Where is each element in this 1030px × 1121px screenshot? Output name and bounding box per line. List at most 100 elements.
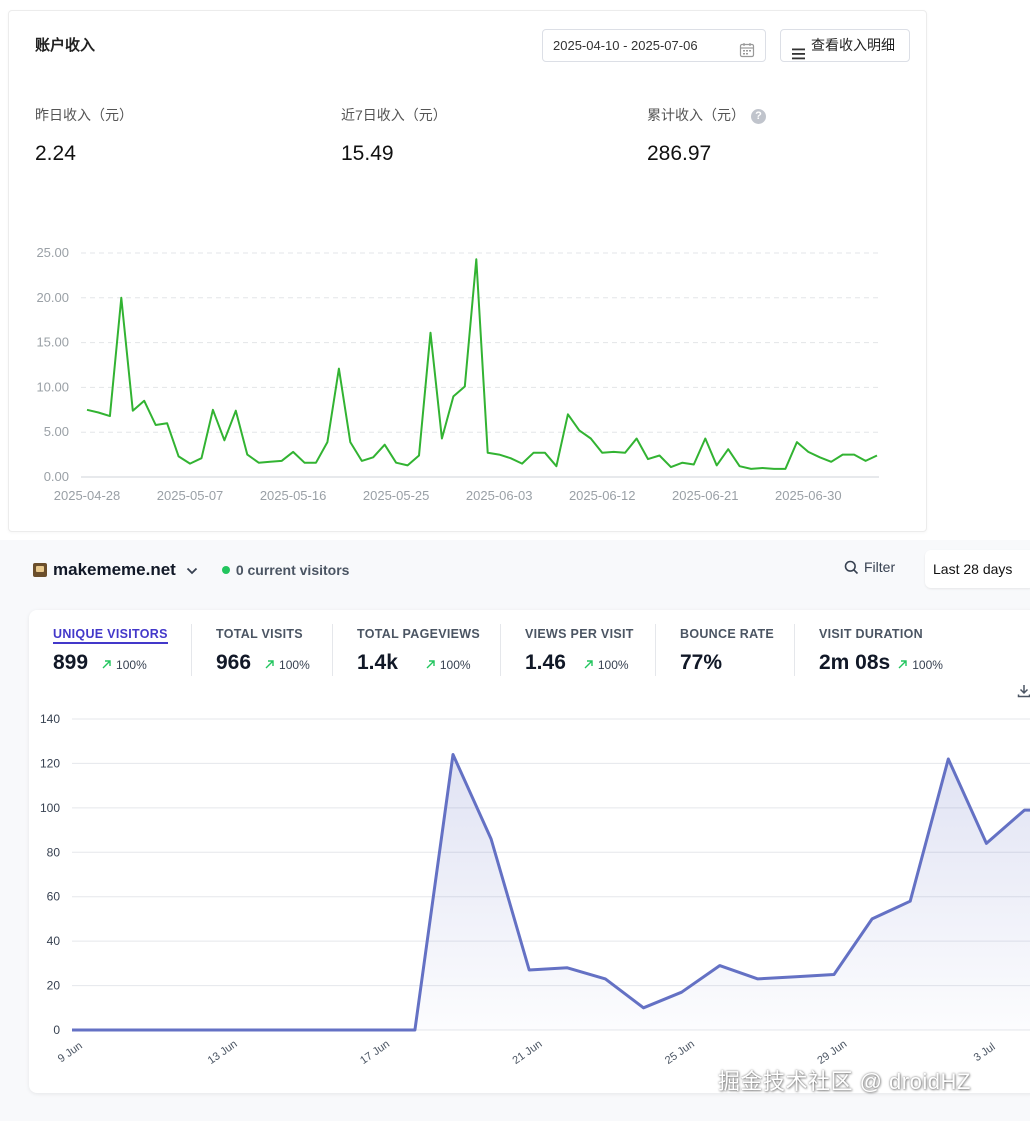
metric-value: 77%: [680, 651, 723, 674]
metric-change: 100%: [265, 658, 310, 672]
metric-unique-visitors[interactable]: UNIQUE VISITORS 899 100%: [53, 625, 168, 675]
metric-value: 966: [216, 651, 252, 674]
income-y-tick: 5.00: [44, 424, 69, 439]
visits-y-tick: 100: [40, 801, 60, 815]
visitors-area-chart: 0 20 40 60 80 100 120 140 9 Jun 13 Jun 17 Jun 21 Ju…: [40, 712, 1030, 1067]
visits-x-tick: 21 Jun: [511, 1038, 545, 1067]
stat-value: 15.49: [341, 142, 394, 165]
metric-total-pageviews[interactable]: TOTAL PAGEVIEWS 1.4k 100%: [357, 625, 480, 675]
income-x-tick: 2025-04-28: [54, 488, 121, 503]
stat-value: 2.24: [35, 142, 76, 165]
metric-divider: [332, 624, 333, 676]
income-x-tick: 2025-06-03: [466, 488, 533, 503]
visits-x-tick: 3 Jul: [972, 1041, 998, 1064]
income-x-tick: 2025-06-12: [569, 488, 636, 503]
metric-change-value: 100%: [439, 657, 471, 672]
metric-label: VISIT DURATION: [819, 627, 923, 641]
stat-label: 累计收入（元）?: [647, 105, 766, 125]
calendar-icon: [739, 38, 755, 69]
metric-label: TOTAL PAGEVIEWS: [357, 627, 481, 641]
view-income-detail-label: 查看收入明细: [811, 37, 895, 53]
income-series-line: [86, 258, 878, 470]
visits-x-tick: 9 Jun: [56, 1040, 85, 1065]
visits-y-tick: 0: [53, 1023, 60, 1037]
visits-y-tick: 60: [47, 890, 61, 904]
metric-label: BOUNCE RATE: [680, 627, 775, 641]
visits-x-tick: 25 Jun: [663, 1038, 697, 1067]
metric-value: 1.4k: [357, 651, 398, 674]
trend-up-icon: [898, 660, 907, 669]
stat-last-7-days: 近7日收入（元） 15.49: [341, 105, 447, 166]
metric-divider: [794, 624, 795, 676]
menu-icon: [792, 40, 805, 71]
trend-up-icon: [584, 660, 593, 669]
trend-up-icon: [102, 660, 111, 669]
metric-value: 899: [53, 651, 89, 674]
stat-label: 昨日收入（元）: [35, 107, 133, 123]
income-x-tick: 2025-06-30: [775, 488, 842, 503]
metric-change: 100%: [584, 658, 629, 672]
income-card: 账户收入 2025-04-10 - 2025-07-06 查看收入明细 昨日收入…: [8, 10, 927, 532]
stat-yesterday: 昨日收入（元） 2.24: [35, 105, 133, 166]
metric-total-visits[interactable]: TOTAL VISITS 966 100%: [216, 625, 310, 675]
filter-label: Filter: [864, 559, 896, 575]
visits-y-tick: 120: [40, 756, 60, 770]
stat-value: 286.97: [647, 142, 712, 165]
site-header: makememe.net 0 current visitors: [33, 558, 349, 582]
income-x-tick: 2025-05-07: [157, 488, 224, 503]
date-range-picker[interactable]: 2025-04-10 - 2025-07-06: [542, 29, 766, 62]
trend-up-icon: [265, 660, 274, 669]
metric-divider: [500, 624, 501, 676]
metric-visit-duration[interactable]: VISIT DURATION 2m 08s 100%: [819, 625, 943, 675]
site-name[interactable]: makememe.net: [53, 560, 176, 579]
metric-value: 1.46: [525, 651, 566, 674]
metric-label: UNIQUE VISITORS: [53, 627, 168, 644]
period-label: Last 28 days: [933, 561, 1013, 577]
visits-y-tick: 80: [47, 845, 61, 859]
visits-x-tick: 13 Jun: [206, 1038, 240, 1067]
date-range-text: 2025-04-10 - 2025-07-06: [553, 38, 698, 53]
period-selector[interactable]: Last 28 days: [925, 550, 1030, 588]
metric-label: TOTAL VISITS: [216, 627, 303, 641]
income-y-tick: 25.00: [36, 245, 69, 260]
income-y-tick: 20.00: [36, 290, 69, 305]
income-y-tick: 0.00: [44, 469, 69, 484]
help-icon[interactable]: ?: [751, 109, 766, 124]
metric-change-value: 100%: [116, 657, 147, 672]
metric-change-value: 100%: [597, 657, 629, 672]
visits-y-tick: 140: [40, 712, 60, 726]
metric-divider: [655, 624, 656, 676]
metric-change: 100%: [102, 658, 147, 672]
metric-change-value: 100%: [279, 657, 310, 672]
site-favicon: [33, 563, 47, 577]
visits-y-tick: 20: [47, 979, 61, 993]
trend-up-icon: [426, 660, 435, 669]
metric-change: 100%: [898, 658, 943, 672]
metric-change: 100%: [426, 658, 471, 672]
stat-cumulative: 累计收入（元）? 286.97: [647, 105, 766, 166]
metric-bounce-rate[interactable]: BOUNCE RATE 77%: [680, 625, 774, 675]
metric-divider: [191, 624, 192, 676]
stat-label-text: 累计收入（元）: [647, 107, 745, 123]
income-y-tick: 10.00: [36, 379, 69, 394]
search-icon: [844, 560, 859, 574]
income-line-chart: 0.00 5.00 10.00 15.00 20.00 25.00 2025-04-28 20…: [36, 245, 879, 503]
metric-change-value: 100%: [912, 657, 943, 672]
income-title: 账户收入: [35, 37, 96, 54]
current-visitors[interactable]: 0 current visitors: [235, 562, 350, 578]
chevron-down-icon[interactable]: [186, 562, 198, 580]
metric-value: 2m 08s: [819, 651, 891, 674]
metric-views-per-visit[interactable]: VIEWS PER VISIT 1.46 100%: [525, 625, 634, 675]
filter-button[interactable]: Filter: [844, 559, 895, 575]
view-income-detail-button[interactable]: 查看收入明细: [780, 29, 910, 62]
income-x-tick: 2025-05-16: [260, 488, 327, 503]
visits-x-tick: 29 Jun: [815, 1038, 849, 1067]
visits-series-line: [72, 753, 1030, 1032]
visits-x-tick: 17 Jun: [358, 1038, 392, 1067]
visits-y-tick: 40: [47, 934, 61, 948]
income-x-tick: 2025-05-25: [363, 488, 430, 503]
watermark: 掘金技术社区 @ droidHZ: [718, 1069, 971, 1094]
live-indicator-dot: [221, 566, 230, 574]
visitors-card: UNIQUE VISITORS 899 100% TOTAL VISITS 966…: [29, 610, 1030, 1093]
metric-label: VIEWS PER VISIT: [525, 627, 634, 641]
